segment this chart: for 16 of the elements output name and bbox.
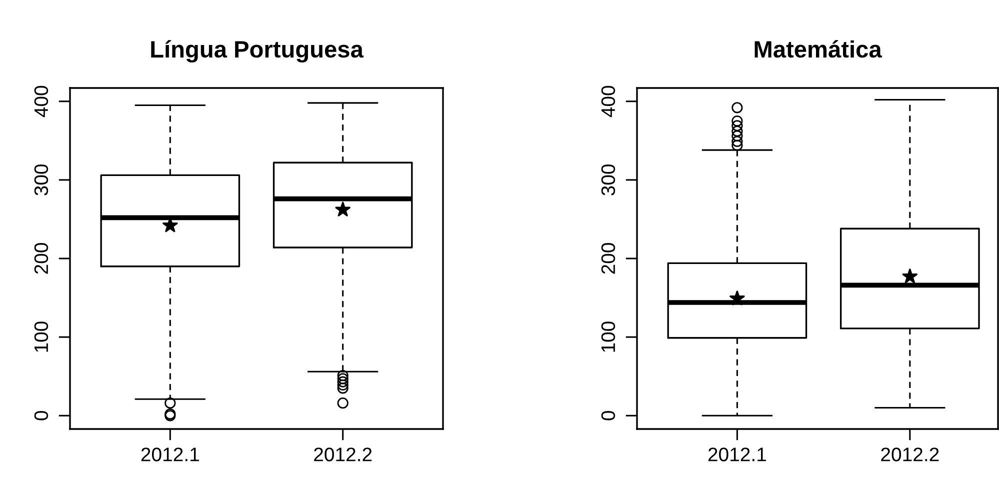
y-tick-label: 100 xyxy=(34,322,48,352)
y-tick-label: 300 xyxy=(601,164,616,196)
x-tick-label: 2012.1 xyxy=(708,448,766,462)
y-tick-label: 200 xyxy=(601,243,616,274)
chart-title: Língua Portuguesa xyxy=(151,40,364,62)
y-tick-label: 200 xyxy=(34,243,48,274)
y-tick-label: 100 xyxy=(601,322,616,352)
x-tick-label: 2012.1 xyxy=(141,448,199,462)
y-tick-label: 0 xyxy=(34,410,48,420)
y-tick-label: 400 xyxy=(601,86,616,118)
y-tick-label: 300 xyxy=(34,164,48,196)
x-tick-label: 2012.2 xyxy=(314,448,372,462)
chart-title: Matemática xyxy=(754,40,882,58)
y-tick-label: 400 xyxy=(34,86,48,118)
y-tick-label: 0 xyxy=(601,410,616,420)
x-tick-label: 2012.2 xyxy=(881,448,939,462)
